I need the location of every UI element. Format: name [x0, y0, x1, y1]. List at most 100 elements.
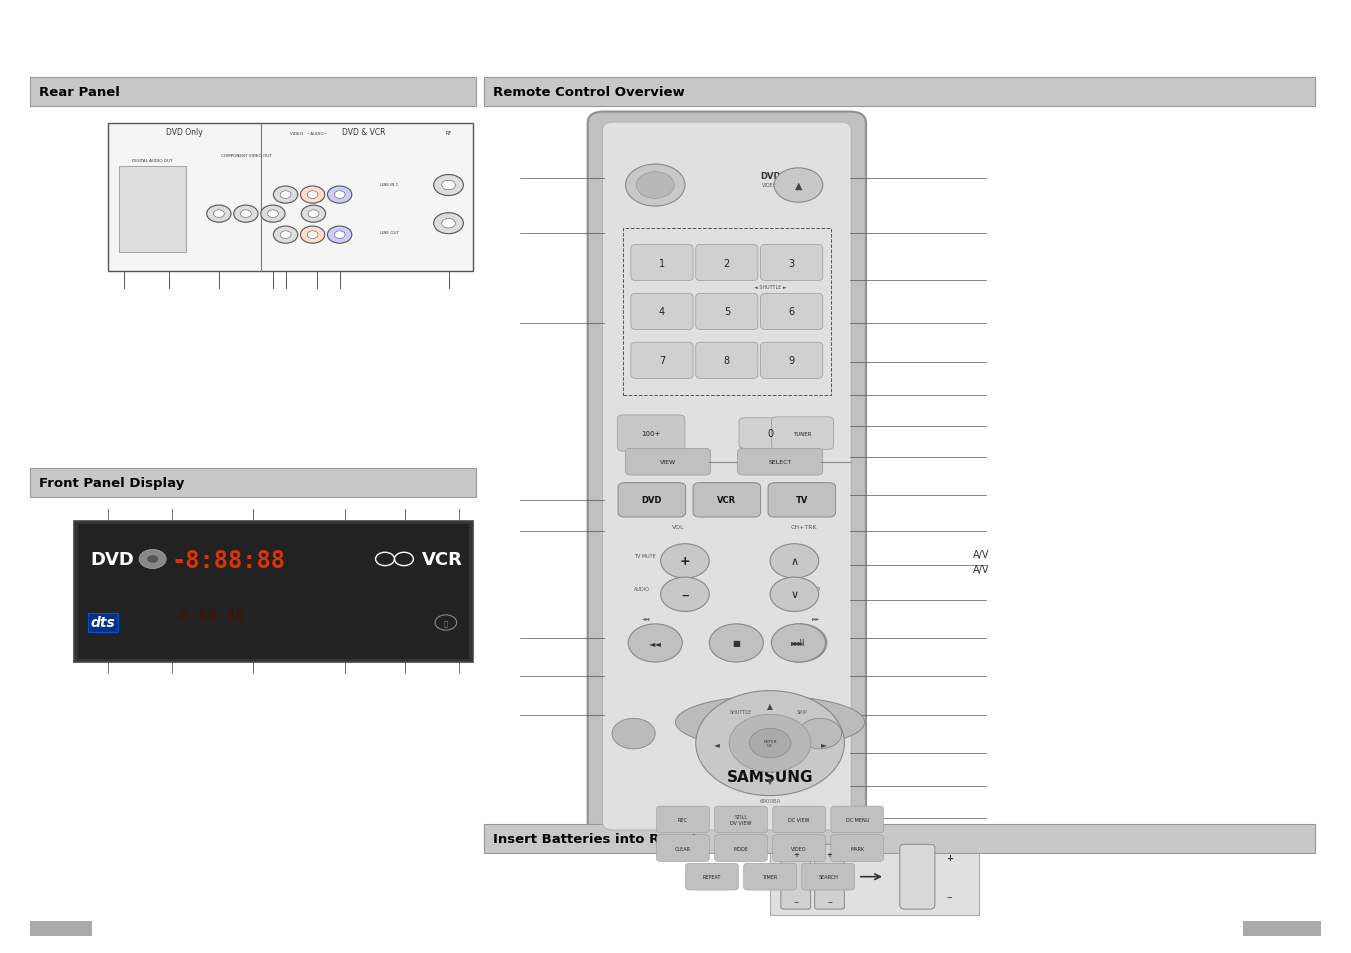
- FancyBboxPatch shape: [693, 483, 761, 517]
- Text: -8:88:88: -8:88:88: [172, 608, 245, 623]
- Circle shape: [730, 715, 811, 772]
- Text: 4: 4: [659, 307, 665, 317]
- Text: DVD Only: DVD Only: [166, 129, 203, 137]
- FancyBboxPatch shape: [761, 343, 823, 379]
- Text: 2: 2: [724, 258, 730, 268]
- FancyBboxPatch shape: [815, 844, 844, 909]
- Text: DC MENU: DC MENU: [846, 817, 869, 822]
- Circle shape: [770, 578, 819, 612]
- Text: +: +: [946, 853, 954, 862]
- Circle shape: [147, 556, 158, 563]
- Ellipse shape: [676, 696, 865, 749]
- Text: MARK: MARK: [850, 845, 865, 851]
- FancyBboxPatch shape: [626, 449, 711, 476]
- Text: –: –: [681, 587, 689, 602]
- Text: 9: 9: [789, 356, 794, 366]
- FancyBboxPatch shape: [657, 835, 709, 862]
- Text: SKIP: SKIP: [797, 709, 808, 714]
- Text: STILL
DV VIEW: STILL DV VIEW: [731, 814, 751, 825]
- FancyBboxPatch shape: [1243, 921, 1321, 936]
- Text: ◄◄: ◄◄: [642, 616, 650, 620]
- Circle shape: [774, 169, 823, 203]
- FancyBboxPatch shape: [696, 294, 758, 331]
- Circle shape: [327, 187, 351, 204]
- FancyBboxPatch shape: [603, 123, 851, 830]
- Text: ENTER
OK: ENTER OK: [763, 739, 777, 748]
- FancyBboxPatch shape: [770, 839, 979, 915]
- Text: REC: REC: [678, 817, 688, 822]
- Circle shape: [280, 192, 290, 199]
- Circle shape: [267, 211, 278, 218]
- Circle shape: [280, 232, 290, 239]
- Circle shape: [307, 232, 317, 239]
- FancyBboxPatch shape: [831, 835, 884, 862]
- Text: CH+TRK: CH+TRK: [790, 525, 817, 530]
- Circle shape: [696, 691, 844, 796]
- Text: +: +: [680, 555, 690, 568]
- FancyBboxPatch shape: [631, 245, 693, 281]
- Text: VOL: VOL: [671, 525, 685, 530]
- Text: +: +: [827, 851, 832, 857]
- Text: Insert Batteries into Remote: Insert Batteries into Remote: [493, 832, 707, 845]
- Text: MODE: MODE: [734, 845, 748, 851]
- Circle shape: [301, 206, 326, 223]
- Text: ►►: ►►: [812, 616, 820, 620]
- Circle shape: [207, 206, 231, 223]
- Text: 7: 7: [659, 356, 665, 366]
- Text: ►II: ►II: [794, 639, 805, 648]
- FancyBboxPatch shape: [761, 294, 823, 331]
- FancyBboxPatch shape: [631, 343, 693, 379]
- FancyBboxPatch shape: [484, 78, 1315, 107]
- Text: TUNER: TUNER: [793, 431, 812, 436]
- Circle shape: [334, 192, 345, 199]
- Text: TV MUTE: TV MUTE: [634, 554, 655, 558]
- Text: FADWSKIP: FADWSKIP: [794, 587, 820, 592]
- Circle shape: [139, 550, 166, 569]
- Text: SELECT: SELECT: [769, 459, 792, 465]
- FancyBboxPatch shape: [30, 78, 476, 107]
- Circle shape: [273, 187, 297, 204]
- Text: 1: 1: [659, 258, 665, 268]
- Circle shape: [434, 175, 463, 196]
- Circle shape: [709, 624, 763, 662]
- FancyBboxPatch shape: [715, 806, 767, 833]
- Text: 3: 3: [789, 258, 794, 268]
- FancyBboxPatch shape: [831, 806, 884, 833]
- Circle shape: [442, 181, 455, 191]
- Text: ▼: ▼: [767, 777, 773, 785]
- Circle shape: [612, 719, 655, 749]
- FancyBboxPatch shape: [696, 245, 758, 281]
- Circle shape: [240, 211, 251, 218]
- FancyBboxPatch shape: [761, 245, 823, 281]
- Text: 0: 0: [767, 429, 773, 438]
- Text: LINE OUT: LINE OUT: [380, 231, 399, 234]
- Text: REPEAT: REPEAT: [703, 874, 721, 880]
- Text: AUDIO: AUDIO: [634, 587, 650, 592]
- Circle shape: [213, 211, 224, 218]
- Circle shape: [434, 213, 463, 234]
- Circle shape: [307, 192, 317, 199]
- FancyBboxPatch shape: [30, 921, 92, 936]
- Text: DVD: DVD: [759, 172, 781, 181]
- Text: DC VIEW: DC VIEW: [789, 817, 809, 822]
- Text: ∨: ∨: [790, 590, 798, 599]
- Text: 6900BA: 6900BA: [759, 798, 781, 803]
- Text: VCR: VCR: [717, 496, 736, 505]
- Text: RF: RF: [446, 132, 451, 136]
- Circle shape: [626, 165, 685, 207]
- Circle shape: [300, 227, 324, 244]
- Text: Rear Panel: Rear Panel: [39, 86, 120, 99]
- Text: ▲: ▲: [767, 701, 773, 710]
- FancyBboxPatch shape: [657, 806, 709, 833]
- Text: ■: ■: [732, 639, 740, 648]
- Text: 100+: 100+: [642, 431, 661, 436]
- FancyBboxPatch shape: [767, 483, 835, 517]
- FancyBboxPatch shape: [773, 835, 825, 862]
- Text: -8:88:88: -8:88:88: [172, 549, 285, 573]
- Circle shape: [773, 624, 827, 662]
- Text: dts: dts: [91, 616, 115, 630]
- FancyBboxPatch shape: [739, 418, 801, 449]
- FancyBboxPatch shape: [715, 835, 767, 862]
- Circle shape: [234, 206, 258, 223]
- Text: –: –: [947, 891, 952, 901]
